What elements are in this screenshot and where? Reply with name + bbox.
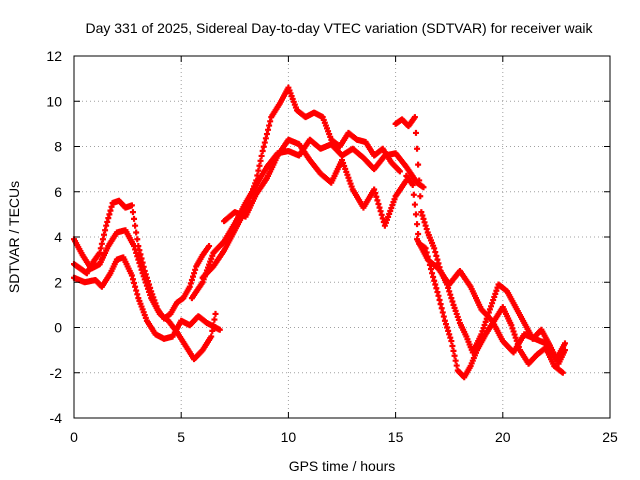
series-track-6 bbox=[221, 136, 410, 229]
data-point bbox=[559, 369, 566, 376]
data-point bbox=[561, 340, 568, 347]
data-point bbox=[216, 326, 223, 333]
data-point bbox=[206, 243, 213, 250]
data-point bbox=[210, 322, 217, 329]
y-tick-label: 0 bbox=[54, 320, 62, 336]
data-point bbox=[396, 168, 403, 175]
y-tick-label: 6 bbox=[54, 184, 62, 200]
series-track-4 bbox=[188, 136, 427, 302]
data-point bbox=[420, 184, 427, 191]
data-point bbox=[412, 129, 419, 136]
data-point bbox=[410, 191, 417, 198]
y-tick-label: 12 bbox=[46, 48, 62, 64]
data-point bbox=[131, 215, 138, 222]
data-point bbox=[414, 145, 421, 152]
data-layer bbox=[71, 84, 568, 381]
y-tick-label: 10 bbox=[46, 93, 62, 109]
series-track-1 bbox=[71, 254, 223, 342]
x-tick-label: 20 bbox=[495, 429, 511, 445]
data-point bbox=[128, 202, 135, 209]
x-tick-label: 25 bbox=[602, 429, 618, 445]
data-point bbox=[417, 193, 424, 200]
data-point bbox=[132, 222, 139, 229]
series-track-8 bbox=[403, 172, 566, 381]
y-tick-label: 4 bbox=[54, 229, 62, 245]
axis-ticks: 0 5 10 15 20 25 -4 -2 0 2 4 6 8 10 12 bbox=[46, 48, 618, 445]
data-point bbox=[414, 221, 421, 228]
data-point bbox=[209, 327, 216, 334]
y-tick-label: 2 bbox=[54, 274, 62, 290]
x-tick-label: 15 bbox=[388, 429, 404, 445]
data-point bbox=[415, 230, 422, 237]
series-track-9 bbox=[414, 236, 568, 363]
data-point bbox=[409, 181, 416, 188]
data-point bbox=[134, 236, 141, 243]
y-axis-label: SDTVAR / TECUs bbox=[6, 181, 22, 293]
y-tick-label: -2 bbox=[50, 365, 63, 381]
data-point bbox=[133, 229, 140, 236]
data-point bbox=[415, 161, 422, 168]
data-point bbox=[412, 211, 419, 218]
x-tick-label: 0 bbox=[70, 429, 78, 445]
y-tick-label: -4 bbox=[50, 410, 63, 426]
data-point bbox=[411, 114, 418, 121]
data-point bbox=[416, 177, 423, 184]
data-point bbox=[211, 316, 218, 323]
chart-title: Day 331 of 2025, Sidereal Day-to-day VTE… bbox=[85, 20, 593, 36]
data-point bbox=[212, 310, 219, 317]
x-tick-label: 10 bbox=[281, 429, 297, 445]
data-point bbox=[208, 333, 215, 340]
data-point bbox=[129, 209, 136, 216]
data-point bbox=[411, 201, 418, 208]
x-tick-label: 5 bbox=[177, 429, 185, 445]
series-track-5 bbox=[199, 84, 403, 281]
y-tick-label: 8 bbox=[54, 139, 62, 155]
x-axis-label: GPS time / hours bbox=[289, 458, 396, 474]
